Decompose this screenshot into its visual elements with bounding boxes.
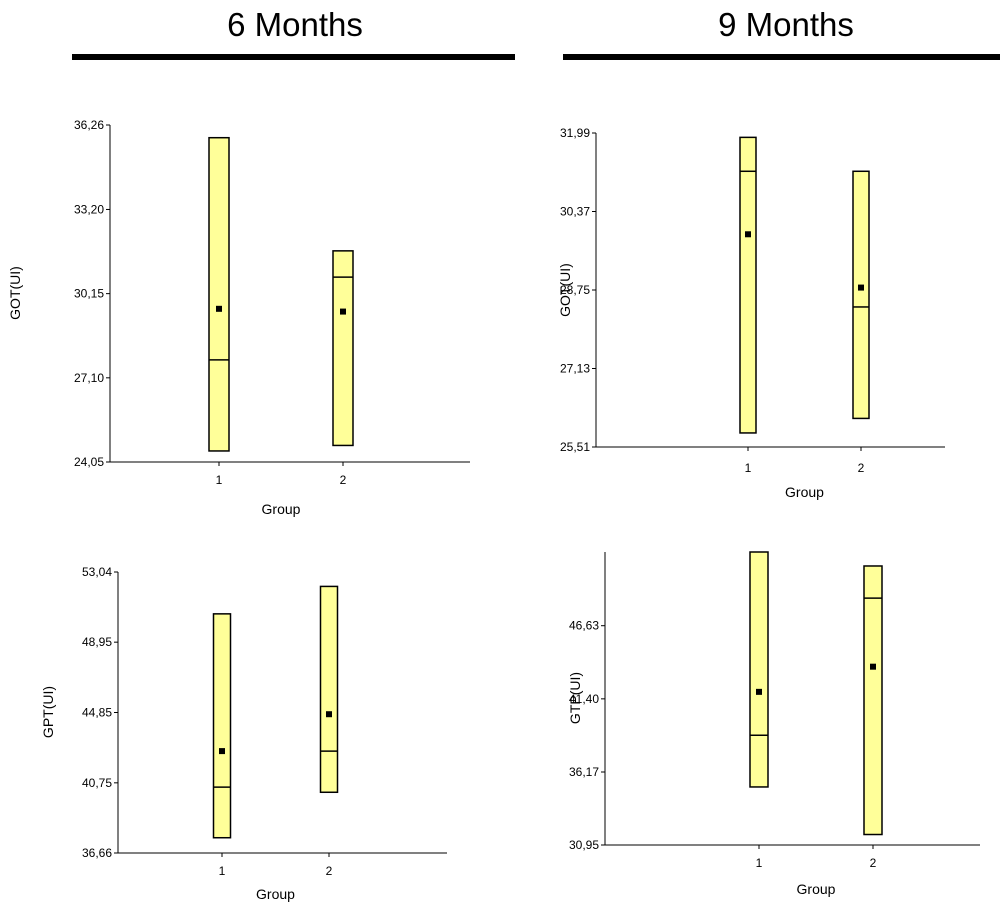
- x-axis-title-got-9m: Group: [785, 484, 824, 500]
- y-tick-label-got-6m-3: 33,20: [74, 202, 104, 216]
- y-tick-label-gpt-6m-2: 44,85: [82, 706, 112, 720]
- box-got-6m-group-1: [208, 136, 230, 452]
- x-axis-title-gpt-6m: Group: [256, 886, 295, 902]
- y-tick-label-gpt-6m-1: 40,75: [82, 776, 112, 790]
- y-tick-label-got-9m-2: 28,75: [560, 283, 590, 297]
- box-gpt-6m-group-2: [319, 585, 339, 794]
- box-got-9m-group-2: [852, 170, 870, 420]
- y-tick-label-gtp-9m-3: 46,63: [569, 619, 599, 633]
- y-tick-label-got-9m-4: 31,99: [560, 126, 590, 140]
- box-gtp-9m-group-1: [749, 551, 769, 788]
- chart-gtp-9m: 30,95 36,17 41,40 46,63 1 2 Group GTP(UI): [567, 551, 980, 897]
- y-axis-title-gpt-6m: GPT(UI): [40, 686, 56, 738]
- header-6-months-rule: [72, 54, 515, 60]
- y-tick-label-gpt-6m-3: 48,95: [82, 635, 112, 649]
- mean-marker-got-6m-group-1: [216, 305, 222, 312]
- header-6-months: 6 Months: [227, 6, 363, 43]
- mean-marker-gtp-9m-group-2: [870, 663, 876, 670]
- mean-marker-got-9m-group-2: [858, 284, 864, 291]
- x-tick-label-got-6m-1: 2: [340, 473, 347, 487]
- chart-gpt-6m: 36,66 40,75 44,85 48,95 53,04 1 2 Group GPT(UI): [40, 565, 447, 902]
- header-9-months: 9 Months: [718, 6, 854, 43]
- mean-marker-gpt-6m-group-2: [326, 711, 332, 718]
- x-tick-label-gpt-6m-0: 1: [219, 864, 226, 878]
- mean-marker-gpt-6m-group-1: [219, 748, 225, 755]
- x-axis-title-got-6m: Group: [262, 501, 301, 517]
- box-gpt-6m-group-1: [212, 613, 232, 839]
- chart-got-6m: 24,05 27,10 30,15 33,20 36,26 1 2 Group GOT(UI): [7, 118, 470, 517]
- y-tick-label-gtp-9m-0: 30,95: [569, 838, 599, 852]
- x-tick-label-got-9m-0: 1: [745, 461, 752, 475]
- box-gtp-9m-group-2: [863, 565, 883, 836]
- x-tick-label-got-9m-1: 2: [858, 461, 865, 475]
- y-tick-label-got-9m-0: 25,51: [560, 440, 590, 454]
- y-tick-label-got-6m-2: 30,15: [74, 287, 104, 301]
- y-axis-title-gtp-9m: GTP(UI): [567, 672, 583, 724]
- mean-marker-gtp-9m-group-1: [756, 688, 762, 695]
- x-tick-label-got-6m-0: 1: [216, 473, 223, 487]
- box-got-6m-group-2: [332, 250, 354, 447]
- chart-got-9m: 25,51 27,13 28,75 30,37 31,99 1 2 Group GOT(UI): [557, 126, 945, 500]
- x-tick-label-gtp-9m-1: 2: [870, 856, 877, 870]
- y-tick-label-gpt-6m-4: 53,04: [82, 565, 112, 579]
- y-tick-label-got-9m-3: 30,37: [560, 205, 590, 219]
- mean-marker-got-6m-group-2: [340, 308, 346, 315]
- box-got-9m-group-1: [739, 136, 757, 434]
- y-tick-label-gtp-9m-2: 41,40: [569, 692, 599, 706]
- y-tick-label-gtp-9m-1: 36,17: [569, 765, 599, 779]
- y-tick-label-got-6m-1: 27,10: [74, 371, 104, 385]
- y-tick-label-gpt-6m-0: 36,66: [82, 846, 112, 860]
- x-tick-label-gtp-9m-0: 1: [756, 856, 763, 870]
- y-tick-label-got-6m-0: 24,05: [74, 455, 104, 469]
- x-axis-title-gtp-9m: Group: [797, 881, 836, 897]
- y-axis-title-got-6m: GOT(UI): [7, 266, 23, 320]
- y-tick-label-got-9m-1: 27,13: [560, 362, 590, 376]
- header-9-months-rule: [563, 54, 1000, 60]
- x-tick-label-gpt-6m-1: 2: [326, 864, 333, 878]
- y-axis-title-got-9m: GOT(UI): [557, 263, 573, 317]
- mean-marker-got-9m-group-1: [745, 231, 751, 238]
- y-tick-label-got-6m-4: 36,26: [74, 118, 104, 132]
